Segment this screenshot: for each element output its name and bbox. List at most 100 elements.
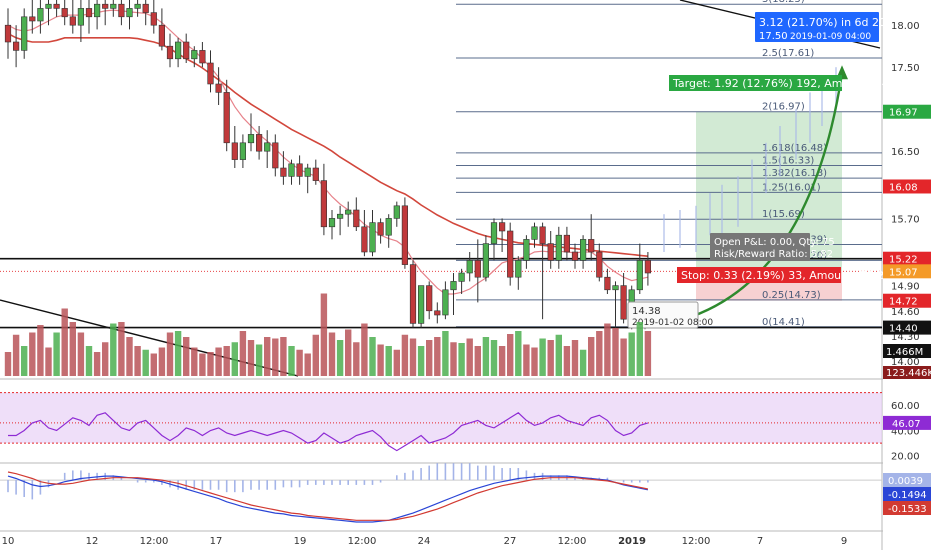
volume-bar bbox=[239, 331, 247, 376]
fib-level-label: 0.25(14.73) bbox=[762, 290, 821, 301]
macd-line bbox=[7, 475, 649, 523]
candle-body bbox=[199, 50, 206, 64]
time-tick-label: 12:00 bbox=[348, 536, 377, 547]
volume-bar bbox=[174, 331, 182, 376]
candle-body bbox=[320, 180, 328, 228]
candle-body bbox=[426, 285, 433, 312]
candle-body bbox=[442, 289, 449, 316]
macd-panel[interactable] bbox=[0, 463, 882, 523]
volume-bar bbox=[255, 344, 263, 376]
volume-bar bbox=[531, 347, 538, 376]
macd-tag bbox=[883, 501, 931, 515]
volume-bar bbox=[507, 334, 514, 376]
candle-body bbox=[417, 285, 425, 324]
volume-bar bbox=[118, 322, 125, 376]
volume-bar bbox=[142, 349, 149, 376]
time-axis[interactable]: 10 12 12:00 17 19 12:00 24 27 12:00 2019 12:00 7 9 bbox=[2, 536, 848, 547]
candle-body bbox=[45, 3, 52, 9]
candle-body bbox=[377, 222, 384, 236]
volume-total-tag bbox=[883, 366, 931, 379]
price-tick-label: 17.50 bbox=[891, 63, 920, 74]
volume-bar bbox=[490, 340, 498, 376]
time-tick-label: 27 bbox=[504, 536, 517, 547]
volume-bar bbox=[539, 338, 546, 376]
volume-bar bbox=[312, 334, 319, 376]
candle-body bbox=[223, 92, 230, 144]
candle-body bbox=[458, 272, 465, 282]
rsi-value-label: 46.07 bbox=[892, 419, 921, 430]
candle-body bbox=[94, 3, 101, 18]
macd-value-label: 0.0039 bbox=[888, 476, 923, 487]
volume-bar bbox=[393, 349, 400, 376]
volume-bar bbox=[183, 337, 190, 376]
volume-total-label: 123.446K bbox=[886, 368, 932, 379]
candle-body bbox=[555, 234, 562, 261]
volume-bar bbox=[53, 332, 60, 376]
candle-body bbox=[434, 310, 441, 316]
time-tick-label: 7 bbox=[757, 536, 763, 547]
volume-bar bbox=[4, 352, 12, 376]
low-price-label: 14.38 bbox=[632, 306, 661, 317]
candle-body bbox=[612, 285, 619, 291]
price-axis[interactable]: 18.00 17.50 16.50 15.70 14.90 14.60 14.30 14.00… bbox=[883, 0, 932, 550]
fib-level-label: 1(15.69) bbox=[762, 209, 805, 220]
volume-bar bbox=[191, 347, 198, 376]
volume-tag bbox=[883, 344, 931, 358]
candle-body bbox=[369, 222, 376, 253]
rsi-panel[interactable] bbox=[0, 392, 882, 452]
volume-bar bbox=[401, 334, 409, 376]
volume-bar bbox=[223, 346, 230, 376]
volume-bar bbox=[207, 352, 214, 376]
volume-bar bbox=[579, 349, 587, 376]
candle-body bbox=[474, 260, 481, 278]
candle-body bbox=[409, 264, 417, 324]
candle-body bbox=[336, 213, 344, 219]
volume-bar bbox=[361, 323, 368, 376]
candle-body bbox=[571, 251, 579, 261]
volume-bar bbox=[377, 344, 384, 376]
projection-price: 17.50 bbox=[759, 31, 788, 42]
target-tag bbox=[669, 75, 842, 91]
volume-bar bbox=[385, 346, 392, 376]
rsi-tag bbox=[883, 415, 931, 430]
price-tag-label: 15.22 bbox=[889, 255, 918, 266]
projection-tag bbox=[755, 12, 879, 42]
candle-body bbox=[69, 16, 76, 26]
volume-panel bbox=[4, 293, 652, 376]
volume-bar bbox=[85, 346, 93, 376]
candle-body bbox=[547, 243, 554, 261]
candle-body bbox=[158, 24, 166, 47]
volume-value-label: 1.466M bbox=[886, 347, 923, 358]
price-tag bbox=[883, 251, 931, 266]
price-tag-label: 16.97 bbox=[889, 108, 918, 119]
volume-bar bbox=[644, 331, 652, 376]
price-tick-label: 14.00 bbox=[891, 357, 920, 368]
volume-bar bbox=[102, 342, 109, 376]
rsi-tick-label: 60.00 bbox=[891, 401, 920, 412]
candle-body bbox=[312, 167, 319, 181]
price-tag bbox=[883, 179, 931, 194]
time-tick-label: 12 bbox=[86, 536, 99, 547]
candle-body bbox=[61, 8, 68, 18]
volume-bar bbox=[134, 346, 141, 376]
price-panel[interactable]: 0(14.41)0.25(14.73)0.618(15.20)0.764(15.… bbox=[0, 0, 896, 377]
candle-body bbox=[29, 16, 36, 22]
candle-body bbox=[134, 3, 141, 9]
volume-bar bbox=[21, 346, 28, 376]
price-tick-label: 15.70 bbox=[891, 214, 920, 225]
volume-bar bbox=[288, 346, 295, 376]
volume-bar bbox=[417, 346, 425, 376]
fib-level-label: 1.25(16.01) bbox=[762, 182, 821, 193]
time-tick-label: 2019 bbox=[618, 536, 646, 547]
price-tag bbox=[883, 320, 931, 335]
volume-bar bbox=[69, 322, 76, 376]
candle-body bbox=[539, 226, 546, 244]
candle-body bbox=[531, 226, 538, 240]
fib-level-label: 0(14.41) bbox=[762, 317, 805, 328]
volume-bar bbox=[345, 329, 352, 376]
volume-bar bbox=[126, 337, 133, 376]
volume-bar bbox=[61, 308, 68, 376]
candle-body bbox=[102, 3, 109, 9]
candle-body bbox=[604, 276, 611, 291]
